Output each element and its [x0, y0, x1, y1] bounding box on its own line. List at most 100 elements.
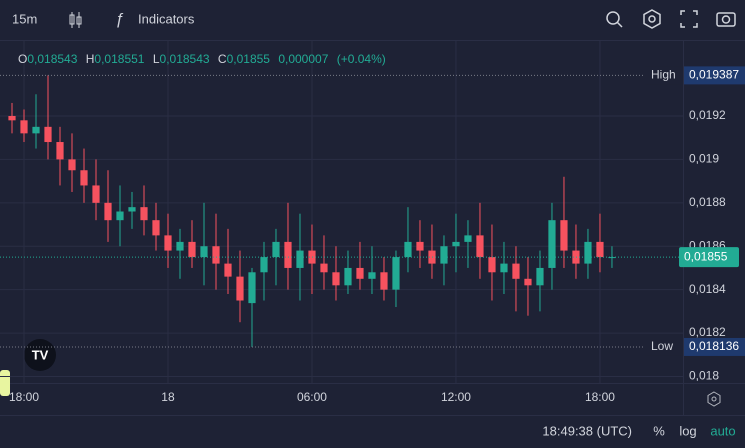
candle-body [464, 235, 472, 242]
marker-label-bg [684, 66, 745, 85]
legend-value: 0,018543 [27, 52, 77, 66]
candle-body [584, 241, 592, 264]
candle-body [320, 263, 328, 273]
candle-body [32, 126, 40, 134]
candle-body [152, 220, 160, 236]
plot [8, 75, 616, 347]
candle-body [116, 211, 124, 221]
legend-ohlc: O0,018543 H0,018551 L0,018543 C0,01855 0… [18, 52, 386, 66]
candle-body [92, 185, 100, 203]
indicators-button[interactable]: Indicators [138, 11, 195, 26]
candle-body [128, 207, 136, 212]
candle-body [404, 241, 412, 258]
overlay: 0,01920,0190,01880,01860,01840,01820,018… [0, 66, 745, 404]
candle-body [68, 159, 76, 171]
marker-name-bg [645, 337, 682, 356]
candle-body [296, 250, 304, 268]
candle-body [344, 267, 352, 286]
log-toggle[interactable]: log [679, 423, 696, 438]
candle-body [260, 257, 268, 273]
grid [0, 40, 683, 383]
marker-name: High [651, 68, 676, 82]
x-tick-label: 18:00 [585, 390, 615, 404]
candle-body [416, 241, 424, 251]
candle-body [212, 246, 220, 264]
marker-name: Low [651, 339, 673, 353]
y-tick-label: 0,0184 [689, 282, 726, 296]
auto-toggle[interactable]: auto [710, 423, 735, 438]
candle-body [104, 202, 112, 221]
x-tick-label: 06:00 [297, 390, 327, 404]
x-tick-label: 12:00 [441, 390, 471, 404]
fx-icon[interactable]: ƒ [115, 11, 124, 28]
candle-body [56, 142, 64, 160]
last-price-bg [679, 247, 739, 268]
candle-body [140, 207, 148, 221]
candle-body [368, 272, 376, 279]
candle-body [452, 241, 460, 247]
legend-key: H [86, 52, 95, 66]
candle-body [548, 220, 556, 268]
logo-mark: TV [32, 347, 49, 362]
x-tick-label: 18:00 [9, 390, 39, 404]
y-tick-label: 0,0188 [689, 195, 726, 209]
candle-body [428, 250, 436, 264]
settings-icon[interactable] [707, 391, 721, 407]
candle-body [596, 241, 604, 258]
candle-body [272, 241, 280, 258]
marker-label: 0,019387 [689, 68, 739, 82]
interval-button[interactable]: 15m [12, 11, 37, 26]
y-tick-label: 0,018 [689, 369, 719, 383]
candle-body [536, 267, 544, 286]
x-tick-label: 18 [161, 390, 175, 404]
candle-body [188, 241, 196, 258]
candle-body [44, 126, 52, 143]
candle-body [500, 263, 508, 273]
last-price-label: 0,01855 [684, 249, 728, 263]
legend-change-percent: (+0.04%) [337, 52, 386, 66]
candle-body [176, 241, 184, 251]
legend-value: 0,018543 [160, 52, 210, 66]
candle-body [380, 272, 388, 290]
candle-body [476, 235, 484, 258]
legend-key: L [153, 52, 160, 66]
candle-body [224, 263, 232, 277]
candle-body [332, 272, 340, 286]
candle-body [440, 246, 448, 264]
candle-body [608, 257, 616, 259]
candle-body [236, 276, 244, 301]
y-tick-label: 0,019 [689, 152, 719, 166]
legend-key: C [218, 52, 227, 66]
legend-key: O [18, 52, 27, 66]
candle-body [572, 250, 580, 264]
legend-value: 0,018551 [94, 52, 144, 66]
candle-body [284, 241, 292, 268]
y-tick-label: 0,0192 [689, 108, 726, 122]
candle-body [356, 267, 364, 279]
candle-body [200, 246, 208, 258]
candle-body [80, 170, 88, 186]
legend: O0,018543 H0,018551 L0,018543 C0,01855 0… [18, 52, 386, 66]
percent-toggle[interactable]: % [653, 423, 665, 438]
marker-label-bg [684, 337, 745, 356]
candle-body [8, 115, 16, 121]
marker-name-bg [645, 66, 682, 85]
candle-body [164, 235, 172, 251]
candle-body [488, 257, 496, 273]
legend-value: 0,01855 [227, 52, 271, 66]
marker-label: 0,018136 [689, 339, 739, 353]
legend-change: 0,000007 [278, 52, 328, 66]
candle-body [20, 120, 28, 134]
candle-body [560, 220, 568, 251]
candle-body [524, 278, 532, 286]
candle-body [308, 250, 316, 264]
candle-body [512, 263, 520, 279]
candle-body [392, 257, 400, 290]
toolbar-icons[interactable] [606, 9, 736, 29]
candle-body [248, 272, 256, 304]
clock: 18:49:38 (UTC) [542, 423, 632, 438]
y-tick-label: 0,0182 [689, 325, 726, 339]
candles-icon[interactable] [69, 12, 82, 28]
